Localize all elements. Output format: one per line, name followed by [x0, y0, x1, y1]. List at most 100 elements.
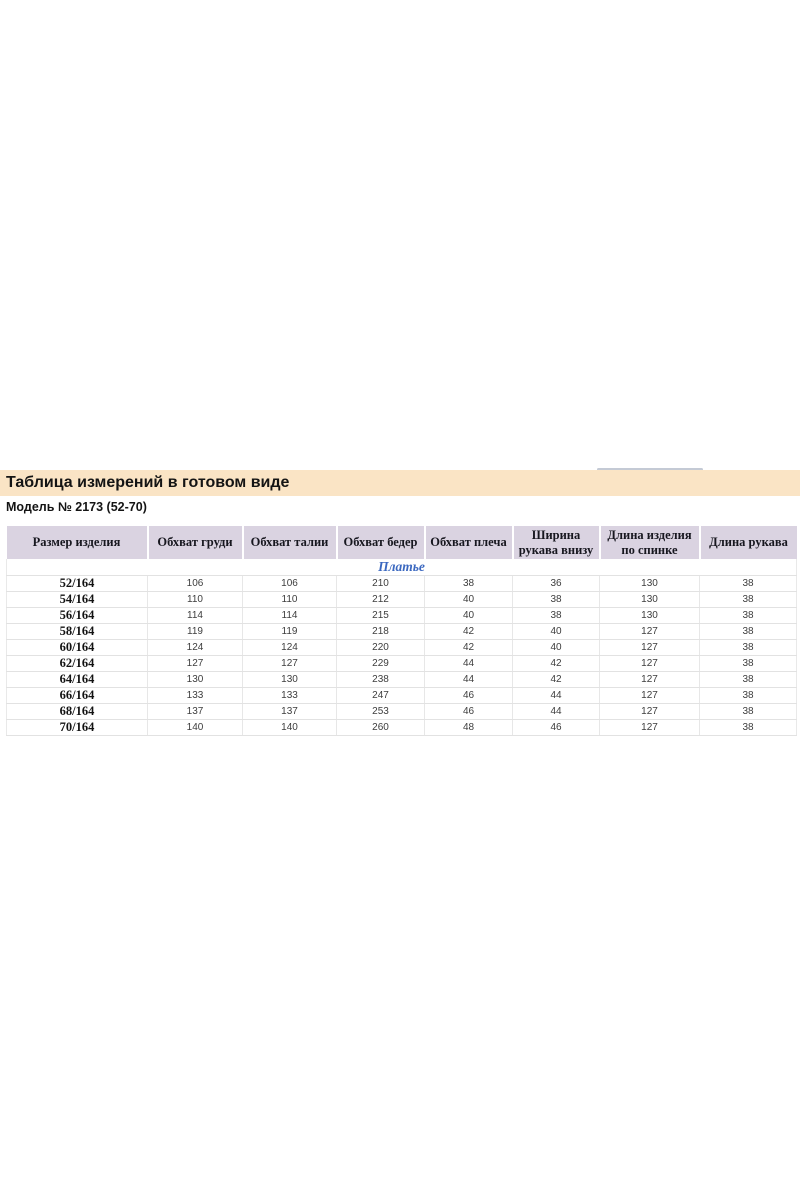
value-cell: 127 [599, 639, 700, 656]
value-cell: 40 [424, 607, 513, 624]
value-cell: 260 [336, 719, 425, 736]
value-cell: 106 [242, 575, 337, 592]
value-cell: 130 [599, 591, 700, 608]
section-title: Таблица измерений в готовом виде [6, 474, 290, 491]
table-row: 58/164 119 119 218 42 40 127 38 [6, 623, 797, 640]
value-cell: 38 [512, 607, 600, 624]
value-cell: 38 [512, 591, 600, 608]
value-cell: 40 [512, 639, 600, 656]
column-header: Обхват бедер [335, 526, 425, 559]
size-table-header-row: Размер изделия Обхват груди Обхват талии Об… [6, 526, 797, 559]
value-cell: 137 [147, 703, 243, 720]
value-cell: 106 [147, 575, 243, 592]
value-cell: 127 [599, 703, 700, 720]
value-cell: 119 [147, 623, 243, 640]
size-cell: 58/164 [6, 623, 148, 640]
column-header: Длина рукава [698, 526, 797, 559]
value-cell: 38 [699, 639, 797, 656]
table-row: 54/164 110 110 212 40 38 130 38 [6, 591, 797, 608]
value-cell: 110 [242, 591, 337, 608]
value-cell: 40 [512, 623, 600, 640]
value-cell: 110 [147, 591, 243, 608]
size-table-body: Платье 52/164 106 106 210 38 36 130 38 54/164 110… [6, 559, 797, 736]
size-cell: 62/164 [6, 655, 148, 672]
value-cell: 46 [424, 703, 513, 720]
model-number-label: Модель № 2173 (52-70) [6, 500, 147, 514]
value-cell: 46 [512, 719, 600, 736]
table-row: 70/164 140 140 260 48 46 127 38 [6, 719, 797, 736]
value-cell: 46 [424, 687, 513, 704]
value-cell: 133 [242, 687, 337, 704]
value-cell: 140 [242, 719, 337, 736]
value-cell: 38 [424, 575, 513, 592]
table-row: 56/164 114 114 215 40 38 130 38 [6, 607, 797, 624]
value-cell: 127 [147, 655, 243, 672]
table-row: 52/164 106 106 210 38 36 130 38 [6, 575, 797, 592]
column-header: Ширина рукава внизу [511, 526, 600, 559]
value-cell: 124 [242, 639, 337, 656]
value-cell: 238 [336, 671, 425, 688]
value-cell: 210 [336, 575, 425, 592]
column-header: Размер изделия [6, 526, 148, 559]
value-cell: 247 [336, 687, 425, 704]
value-cell: 38 [699, 671, 797, 688]
value-cell: 38 [699, 655, 797, 672]
column-header: Обхват плеча [423, 526, 513, 559]
table-row: 62/164 127 127 229 44 42 127 38 [6, 655, 797, 672]
value-cell: 140 [147, 719, 243, 736]
value-cell: 114 [147, 607, 243, 624]
column-header: Длина изделия по спинке [598, 526, 700, 559]
value-cell: 124 [147, 639, 243, 656]
value-cell: 127 [599, 671, 700, 688]
value-cell: 218 [336, 623, 425, 640]
value-cell: 38 [699, 575, 797, 592]
value-cell: 137 [242, 703, 337, 720]
value-cell: 229 [336, 655, 425, 672]
value-cell: 42 [424, 623, 513, 640]
section-label: Платье [6, 559, 797, 576]
size-table-head: Размер изделия Обхват груди Обхват талии Об… [6, 526, 797, 559]
value-cell: 44 [424, 655, 513, 672]
value-cell: 130 [599, 607, 700, 624]
size-cell: 60/164 [6, 639, 148, 656]
section-title-bar: Таблица измерений в готовом виде [0, 470, 800, 496]
value-cell: 42 [512, 655, 600, 672]
table-row: 68/164 137 137 253 46 44 127 38 [6, 703, 797, 720]
value-cell: 130 [599, 575, 700, 592]
value-cell: 130 [147, 671, 243, 688]
value-cell: 127 [599, 655, 700, 672]
value-cell: 130 [242, 671, 337, 688]
column-header: Обхват талии [241, 526, 337, 559]
table-row: 66/164 133 133 247 46 44 127 38 [6, 687, 797, 704]
size-cell: 64/164 [6, 671, 148, 688]
size-cell: 52/164 [6, 575, 148, 592]
size-cell: 70/164 [6, 719, 148, 736]
value-cell: 38 [699, 623, 797, 640]
value-cell: 220 [336, 639, 425, 656]
value-cell: 253 [336, 703, 425, 720]
value-cell: 38 [699, 703, 797, 720]
value-cell: 212 [336, 591, 425, 608]
value-cell: 119 [242, 623, 337, 640]
value-cell: 36 [512, 575, 600, 592]
value-cell: 127 [599, 623, 700, 640]
value-cell: 44 [512, 703, 600, 720]
horizontal-scrollbar-thumb[interactable] [597, 468, 703, 471]
size-cell: 56/164 [6, 607, 148, 624]
value-cell: 40 [424, 591, 513, 608]
value-cell: 42 [424, 639, 513, 656]
value-cell: 44 [512, 687, 600, 704]
size-table: Размер изделия Обхват груди Обхват талии Об… [6, 526, 797, 736]
column-header: Обхват груди [146, 526, 243, 559]
value-cell: 127 [599, 719, 700, 736]
value-cell: 38 [699, 719, 797, 736]
value-cell: 38 [699, 607, 797, 624]
value-cell: 38 [699, 591, 797, 608]
value-cell: 38 [699, 687, 797, 704]
size-cell: 66/164 [6, 687, 148, 704]
size-cell: 68/164 [6, 703, 148, 720]
section-row: Платье [6, 559, 797, 576]
size-cell: 54/164 [6, 591, 148, 608]
value-cell: 42 [512, 671, 600, 688]
